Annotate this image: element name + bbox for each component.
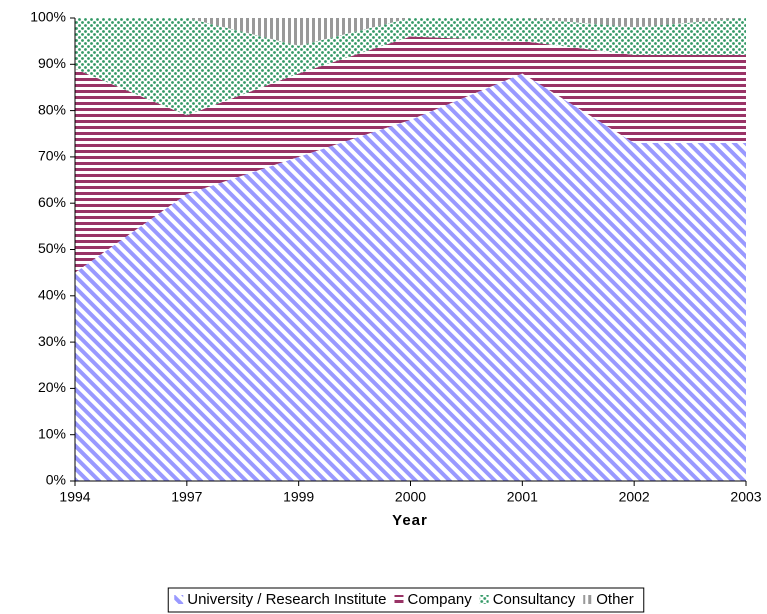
y-tick-label: 50% xyxy=(38,240,66,256)
x-axis-label: Year xyxy=(392,512,428,529)
legend-swatch xyxy=(174,595,184,604)
y-tick-label: 0% xyxy=(46,472,66,488)
x-tick-label: 2003 xyxy=(730,489,761,505)
x-tick-label: 2001 xyxy=(507,489,538,505)
area xyxy=(75,73,746,481)
y-tick-label: 100% xyxy=(30,9,66,25)
area xyxy=(75,36,746,273)
x-tick-label: 1997 xyxy=(171,489,202,505)
y-tick-label: 80% xyxy=(38,101,66,117)
legend-box xyxy=(167,587,645,613)
x-tick-label: 2002 xyxy=(619,489,650,505)
legend-swatch xyxy=(394,595,404,604)
legend-swatch xyxy=(479,595,489,604)
y-tick-label: 20% xyxy=(38,379,66,395)
y-tick-label: 40% xyxy=(38,287,66,303)
x-tick-label: 2000 xyxy=(395,489,426,505)
legend-label: Other xyxy=(596,591,634,608)
legend-swatch xyxy=(583,595,593,604)
legend-label: University / Research Institute xyxy=(187,591,386,608)
legend-label: Company xyxy=(407,591,472,608)
y-tick-label: 90% xyxy=(38,55,66,71)
area xyxy=(75,18,746,46)
y-tick-label: 70% xyxy=(38,148,66,164)
legend-label: Consultancy xyxy=(493,591,576,608)
x-tick-label: 1999 xyxy=(283,489,314,505)
legend: University / Research Institute Company Co… xyxy=(167,587,645,613)
y-tick-label: 30% xyxy=(38,333,66,349)
area xyxy=(75,18,746,116)
x-tick-label: 1994 xyxy=(59,489,90,505)
y-tick-label: 10% xyxy=(38,425,66,441)
y-tick-label: 60% xyxy=(38,194,66,210)
